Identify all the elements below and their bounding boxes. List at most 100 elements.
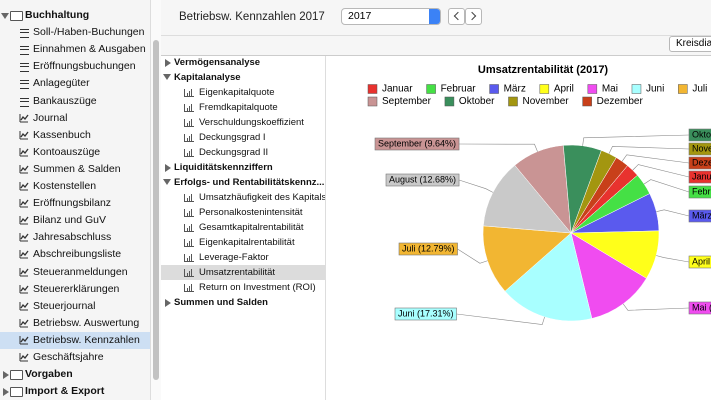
disclosure-triangle[interactable]	[165, 164, 171, 172]
tree-item[interactable]: Fremdkapitalquote	[161, 100, 325, 115]
sidebar-item[interactable]: Kontoauszüge	[0, 144, 150, 161]
disclosure-triangle[interactable]	[1, 13, 9, 19]
tree-item[interactable]: Eigenkapitalquote	[161, 85, 325, 100]
item-label: Kostenstellen	[33, 180, 97, 192]
disclosure-triangle[interactable]	[163, 179, 171, 185]
bar-icon-bar	[189, 151, 190, 156]
bar-icon-bar	[189, 196, 190, 201]
tree-item[interactable]: Deckungsgrad II	[161, 145, 325, 160]
disclosure-triangle[interactable]	[165, 59, 171, 67]
chart-icon	[19, 233, 29, 242]
sidebar-group[interactable]: Buchhaltung	[0, 7, 150, 24]
sidebar-item[interactable]: Jahresabschluss	[0, 229, 150, 246]
sidebar-item[interactable]: Steuerjournal	[0, 298, 150, 315]
bar-icon-bar	[189, 256, 190, 261]
tree-item[interactable]: Umsatzrentabilität	[161, 265, 325, 280]
bar-icon	[184, 134, 194, 142]
tree-item[interactable]: Verschuldungskoeffizient	[161, 115, 325, 130]
item-label: Eröffnungsbilanz	[33, 197, 112, 210]
item-label: Umsatzhäufigkeit des Kapitals	[199, 192, 325, 203]
sidebar-group[interactable]: Import & Export	[0, 383, 150, 400]
bar-icon-bar	[187, 228, 188, 231]
bar-icon-bar	[187, 288, 188, 291]
tree-group[interactable]: Kapitalanalyse	[161, 70, 325, 85]
chart-icon	[19, 164, 29, 174]
icon-line	[20, 182, 29, 189]
pie-slice	[570, 232, 647, 319]
next-button[interactable]	[465, 8, 482, 25]
tree-group[interactable]: Summen und Salden	[161, 295, 325, 310]
sidebar-item[interactable]: Journal	[0, 110, 150, 127]
group-label: Liquiditätskennziffern	[174, 162, 273, 173]
sidebar-item[interactable]: Einnahmen & Ausgaben	[0, 41, 150, 58]
bar-icon-bar	[189, 121, 190, 126]
disclosure-triangle[interactable]	[165, 299, 171, 307]
tree-group[interactable]: Erfolgs- und Rentabilitätskennz...	[161, 175, 325, 190]
list-icon	[20, 80, 29, 90]
sidebar-group[interactable]: Vorgaben	[0, 366, 150, 383]
sidebar-item[interactable]: Eröffnungsbilanz	[0, 195, 150, 212]
tree-item[interactable]: Deckungsgrad I	[161, 130, 325, 145]
bar-icon-bar	[187, 93, 188, 96]
item-label: Fremdkapitalquote	[199, 102, 278, 113]
sidebar-item[interactable]: Bilanz und GuV	[0, 212, 150, 229]
sidebar-item[interactable]: Geschäftsjahre	[0, 349, 150, 366]
sidebar-item[interactable]: Eröffnungsbuchungen	[0, 58, 150, 75]
chart-icon	[19, 318, 29, 328]
sidebar-item[interactable]: Kostenstellen	[0, 178, 150, 195]
sidebar-item[interactable]: Soll-/Haben-Buchungen	[0, 24, 150, 41]
legend-label: Oktober	[459, 96, 495, 107]
icon-line	[20, 251, 29, 257]
tree-item[interactable]: Eigenkapitalrentabilität	[161, 235, 325, 250]
item-label: Bilanz und GuV	[33, 214, 106, 227]
leader-line	[608, 146, 690, 154]
bar-icon	[184, 194, 194, 202]
legend-label: Januar	[382, 84, 413, 95]
tree-item[interactable]: Personalkostenintensität	[161, 205, 325, 220]
sidebar-item[interactable]: Bankauszüge	[0, 93, 150, 110]
sidebar-item[interactable]: Summen & Salden	[0, 161, 150, 178]
select-stepper	[429, 9, 440, 24]
disclosure-triangle[interactable]	[163, 74, 171, 80]
bar-icon-bar	[187, 198, 188, 201]
year-select[interactable]: 2017	[341, 8, 441, 25]
slice-label: August (12.68%)	[389, 174, 456, 184]
tree-item[interactable]: Gesamtkapitalrentabilität	[161, 220, 325, 235]
slice-label: Juni (17.31%)	[398, 308, 454, 318]
scroll-thumb[interactable]	[153, 40, 159, 380]
item-label: Eigenkapitalquote	[199, 87, 275, 98]
sidebar-item[interactable]: Abschreibungsliste	[0, 246, 150, 263]
chart-icon	[19, 250, 29, 259]
sidebar-item[interactable]: Kassenbuch	[0, 127, 150, 144]
prev-button[interactable]	[448, 8, 465, 25]
disclosure-triangle[interactable]	[3, 388, 9, 397]
sidebar-item[interactable]: Anlagegüter	[0, 75, 150, 92]
chart-icon	[19, 130, 29, 140]
bar-icon-bar	[189, 136, 190, 141]
chart-icon	[19, 216, 29, 225]
chevron-left	[453, 11, 463, 21]
scrollbar[interactable]	[150, 0, 161, 400]
chart-type-button[interactable]: Kreisdia	[669, 36, 711, 52]
sidebar-item[interactable]: Betriebsw. Kennzahlen	[0, 331, 150, 349]
icon-line	[20, 131, 29, 138]
chart-icon	[19, 113, 29, 123]
tree-item[interactable]: Leverage-Faktor	[161, 250, 325, 265]
bar-icon-bar	[189, 271, 190, 276]
tree-item[interactable]: Return on Investment (ROI)	[161, 280, 325, 295]
bar-icon-bar	[189, 91, 190, 96]
sidebar-item[interactable]: Steueranmeldungen	[0, 264, 150, 281]
tree-item[interactable]: Umsatzhäufigkeit des Kapitals	[161, 190, 325, 205]
item-label: Geschäftsjahre	[33, 351, 104, 363]
leader-line	[458, 179, 494, 193]
bar-icon	[184, 104, 194, 112]
disclosure-triangle[interactable]	[3, 371, 9, 380]
item-label: Anlagegüter	[33, 77, 90, 90]
tree-group[interactable]: Vermögensanalyse	[161, 55, 325, 70]
sidebar-item[interactable]: Steuererklärungen	[0, 281, 150, 298]
bar-icon-bar	[191, 284, 192, 291]
legend-swatch	[631, 84, 642, 94]
sidebar-item[interactable]: Betriebsw. Auswertung	[0, 315, 150, 332]
year-value: 2017	[348, 10, 372, 22]
tree-group[interactable]: Liquiditätskennziffern	[161, 160, 325, 175]
